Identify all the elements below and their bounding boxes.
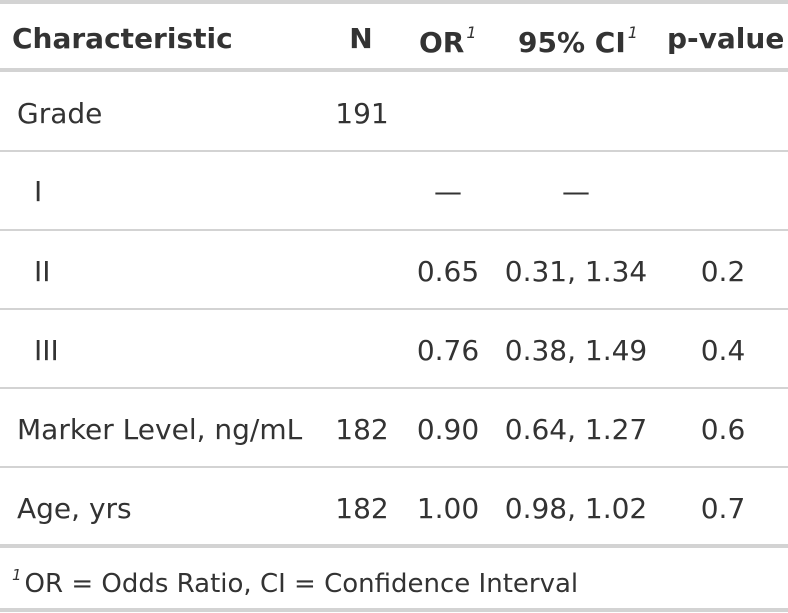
row-ci-marker: 0.64, 1.27 [504, 413, 648, 446]
table-bottom-border [0, 608, 788, 612]
header-ci-label: 95% CI [518, 26, 626, 59]
table-footnote: 1 OR = Odds Ratio, CI = Confidence Interv… [12, 566, 579, 599]
row-label-age: Age, yrs [17, 492, 132, 525]
row-or-grade-i: — [434, 175, 462, 208]
row-ci-grade-ii: 0.31, 1.34 [504, 255, 648, 288]
row-or-grade-iii: 0.76 [416, 334, 480, 367]
row-ci-grade-iii: 0.38, 1.49 [504, 334, 648, 367]
row-divider [0, 466, 788, 468]
row-p-grade-iii: 0.4 [700, 334, 746, 367]
row-ci-age: 0.98, 1.02 [504, 492, 648, 525]
row-divider [0, 229, 788, 231]
row-label-grade-ii: II [34, 255, 51, 288]
table-top-border [0, 0, 788, 4]
row-divider [0, 308, 788, 310]
row-or-age: 1.00 [416, 492, 480, 525]
row-label-grade: Grade [17, 97, 103, 130]
row-p-grade-ii: 0.2 [700, 255, 746, 288]
footnote-text: OR = Odds Ratio, CI = Confidence Interva… [24, 569, 579, 599]
row-p-age: 0.7 [700, 492, 746, 525]
row-label-marker: Marker Level, ng/mL [17, 413, 303, 446]
row-or-marker: 0.90 [416, 413, 480, 446]
row-divider [0, 150, 788, 152]
row-n-marker: 182 [335, 413, 389, 446]
row-p-marker: 0.6 [700, 413, 746, 446]
row-n-grade: 191 [335, 97, 389, 130]
header-or: OR 1 [419, 25, 477, 57]
header-n: N [349, 22, 373, 55]
header-pvalue: p-value [667, 22, 785, 55]
row-ci-grade-i: — [562, 175, 590, 208]
footnote-mark: 1 [12, 566, 22, 584]
row-label-grade-iii: III [34, 334, 59, 367]
table-body-bottom-border [0, 544, 788, 548]
row-divider [0, 387, 788, 389]
header-bottom-border [0, 68, 788, 72]
row-n-age: 182 [335, 492, 389, 525]
header-ci-footnote-mark: 1 [627, 23, 638, 42]
row-label-grade-i: I [34, 175, 43, 208]
header-ci: 95% CI 1 [518, 25, 638, 57]
header-or-footnote-mark: 1 [466, 23, 477, 42]
header-characteristic: Characteristic [12, 22, 233, 55]
header-or-label: OR [419, 26, 465, 59]
row-or-grade-ii: 0.65 [416, 255, 480, 288]
